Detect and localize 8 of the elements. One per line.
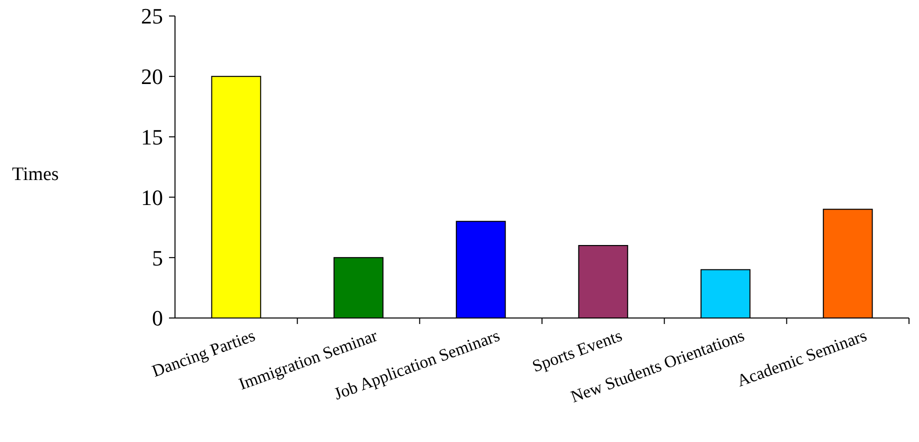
y-tick-label: 5 (152, 245, 163, 270)
y-tick-label: 15 (141, 124, 163, 150)
x-tick-label: Sports Events (530, 326, 625, 376)
y-tick-label: 0 (152, 306, 163, 331)
y-tick-label: 25 (141, 4, 163, 29)
y-tick-label: 10 (141, 184, 163, 210)
y-axis-title: Times (12, 164, 59, 185)
y-tick-label: 20 (141, 64, 163, 90)
